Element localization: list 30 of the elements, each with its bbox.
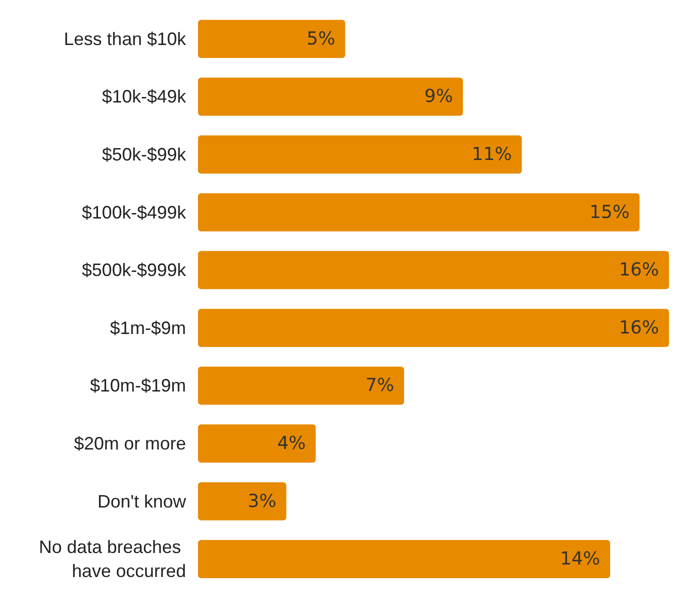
y-tick-label: Less than $10k [64,28,187,49]
data-label: 3% [248,490,276,512]
data-label: 5% [306,28,336,50]
bar [198,540,610,578]
bar [198,366,404,405]
y-tick-label: $20m or more [74,434,186,454]
y-tick-label: $100k-$499k [82,202,187,222]
bar [198,78,463,116]
bar [198,482,286,520]
bar [198,424,316,463]
data-label: 15% [590,202,630,223]
y-tick-label: $10m-$19m [90,376,186,396]
bar [198,308,669,347]
data-label: 14% [560,548,600,570]
y-tick-label: $500k-$999k [82,260,187,280]
y-tick-label: $50k-$99k [102,144,187,164]
data-label: 4% [277,433,306,454]
data-label: 9% [424,86,453,108]
y-tick-label: No data breaches have occurred [38,537,186,582]
y-tick-label: $10k-$49k [102,86,187,107]
bar [198,135,522,174]
y-tick-label: $1m-$9m [110,318,186,338]
data-label: 16% [618,260,659,281]
bar [198,193,640,232]
y-tick-label: Don't know [98,491,187,512]
bar [198,251,669,290]
bar [198,20,346,58]
data-label: 11% [472,144,512,165]
data-label: 16% [618,317,659,338]
data-label: 7% [366,375,394,396]
